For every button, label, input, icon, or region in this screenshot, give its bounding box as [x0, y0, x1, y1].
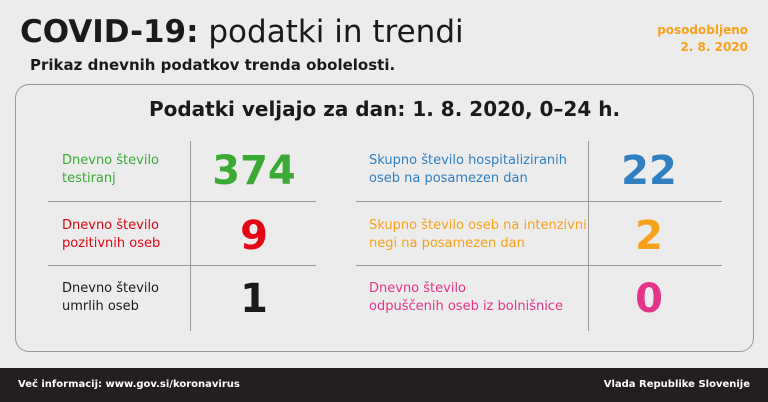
- stat-label-positive: Dnevno število pozitivnih oseb: [62, 217, 160, 253]
- page-subtitle: Prikaz dnevnih podatkov trenda obolelost…: [30, 56, 396, 74]
- title-rest: podatki in trendi: [208, 14, 464, 50]
- divider-left-1: [48, 201, 316, 202]
- divider-left-2: [48, 265, 316, 266]
- stats-card: Podatki veljajo za dan: 1. 8. 2020, 0–24…: [15, 84, 754, 352]
- page-title: COVID-19: podatki in trendi: [20, 12, 464, 52]
- updated-info: posodobljeno 2. 8. 2020: [657, 22, 748, 56]
- stat-label-intensive-line1: Skupno število oseb na intenzivni: [369, 218, 587, 233]
- stat-label-intensive-line2: negi na posamezen dan: [369, 236, 525, 251]
- stat-label-tests-line1: Dnevno število: [62, 153, 160, 168]
- stat-value-tests: 374: [212, 148, 296, 194]
- stat-label-deaths-line2: umrlih oseb: [62, 299, 139, 314]
- divider-vertical-right: [588, 141, 589, 331]
- stat-label-hospitalized: Skupno število hospitaliziranih oseb na …: [369, 152, 567, 188]
- title-bold: COVID-19:: [20, 14, 199, 50]
- stat-value-deaths: 1: [240, 276, 268, 322]
- stat-label-hospitalized-line2: oseb na posamezen dan: [369, 171, 528, 186]
- stat-value-positive: 9: [240, 213, 268, 259]
- stat-label-intensive: Skupno število oseb na intenzivni negi n…: [369, 217, 587, 253]
- stat-value-intensive: 2: [635, 213, 663, 259]
- stat-label-deaths: Dnevno število umrlih oseb: [62, 280, 159, 316]
- stat-label-positive-line2: pozitivnih oseb: [62, 236, 161, 251]
- stat-value-discharged: 0: [635, 276, 663, 322]
- stat-label-discharged-line1: Dnevno število: [369, 281, 467, 296]
- footer-org: Vlada Republike Slovenije: [603, 379, 750, 390]
- stat-label-discharged: Dnevno število odpuščenih oseb iz bolniš…: [369, 280, 563, 316]
- card-title: Podatki veljajo za dan: 1. 8. 2020, 0–24…: [148, 97, 621, 121]
- stat-label-tests-line2: testiranj: [62, 171, 116, 186]
- stat-label-tests: Dnevno število testiranj: [62, 152, 159, 188]
- divider-right-1: [356, 201, 722, 202]
- updated-date: 2. 8. 2020: [680, 40, 748, 54]
- divider-vertical-left: [190, 141, 191, 331]
- stat-value-hospitalized: 22: [621, 148, 677, 194]
- stat-label-positive-line1: Dnevno število: [62, 218, 160, 233]
- divider-right-2: [356, 265, 722, 266]
- stat-label-discharged-line2: odpuščenih oseb iz bolnišnice: [369, 299, 563, 314]
- footer-info-link[interactable]: Več informacij: www.gov.si/koronavirus: [18, 379, 240, 390]
- stat-label-deaths-line1: Dnevno število: [62, 281, 160, 296]
- stat-label-hospitalized-line1: Skupno število hospitaliziranih: [369, 153, 568, 168]
- footer-bar: Več informacij: www.gov.si/koronavirus V…: [0, 368, 768, 402]
- updated-label: posodobljeno: [657, 23, 748, 37]
